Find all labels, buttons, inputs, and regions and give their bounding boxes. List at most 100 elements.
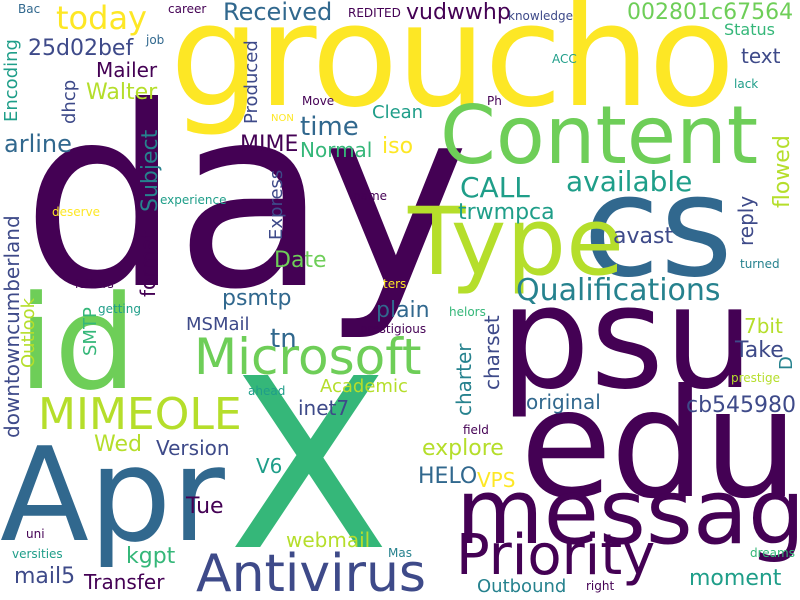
word-prestige: prestige <box>731 371 780 385</box>
word-flowed: flowed <box>770 135 795 208</box>
word-walter: Walter <box>86 80 158 105</box>
word-avast: avast <box>613 224 674 249</box>
word-vudwwhp: vudwwhp <box>406 0 511 25</box>
word-inet7: inet7 <box>298 396 350 420</box>
word-25d02bef: 25d02bef <box>28 36 134 61</box>
word-version: Version <box>156 436 230 460</box>
word-mas: Mas <box>388 546 412 560</box>
word-prestigious: prestigious <box>360 322 427 336</box>
word-qualifications: Qualifications <box>516 273 721 308</box>
word-apr: Apr <box>0 419 225 571</box>
word-iso: iso <box>382 134 414 159</box>
word-groucho: groucho <box>170 0 735 139</box>
word-helo: HELO <box>418 464 478 489</box>
word-v6: V6 <box>256 454 283 478</box>
word-non: NON <box>271 113 294 124</box>
word-dreams: dreams <box>750 546 795 560</box>
word-edu: edu <box>520 358 799 532</box>
word-mailer: Mailer <box>96 58 158 82</box>
word-cs: cs <box>583 146 733 309</box>
word-content: Content <box>440 89 759 182</box>
word-career: career <box>168 2 207 16</box>
word-express: Express <box>266 169 287 240</box>
word-7bit: 7bit <box>744 314 783 338</box>
word-redited: REDITED <box>348 6 401 20</box>
word-encoding: Encoding <box>1 39 22 122</box>
word-psmtp: psmtp <box>222 286 292 311</box>
word-smtp: SMTP <box>80 307 101 356</box>
word-outlook: Outlook <box>18 297 39 368</box>
word-antivirus: Antivirus <box>196 544 427 600</box>
word-moment: moment <box>689 566 782 591</box>
word-mail5: mail5 <box>14 564 76 589</box>
word-charset: charset <box>480 315 504 390</box>
word-webmail: webmail <box>286 528 371 552</box>
word-time: time <box>300 112 359 142</box>
word-tn: tn <box>270 324 297 354</box>
word-versities: versities <box>12 547 63 561</box>
word-right: right <box>586 579 615 593</box>
word-turned: turned <box>740 257 780 271</box>
word-available: available <box>566 165 693 198</box>
word-plain: plain <box>376 298 430 323</box>
word-dhcp: dhcp <box>59 79 80 124</box>
word-priority: Priority <box>456 523 656 588</box>
word-cb545980: cb545980 <box>686 393 797 418</box>
word-clean: Clean <box>372 102 424 123</box>
word-lack: lack <box>734 77 759 91</box>
word-002801c67564: 002801c67564 <box>627 0 794 25</box>
word-reply: reply <box>734 195 758 246</box>
word-type: Type <box>408 188 624 297</box>
word-message: message <box>456 460 800 565</box>
word-move: Move <box>302 94 335 108</box>
word-text: text <box>741 44 781 68</box>
word-psu: psu <box>500 256 755 421</box>
word-ahead: ahead <box>248 384 286 398</box>
word-helors: helors <box>449 305 486 319</box>
word-produced: Produced <box>241 40 262 124</box>
word-getting: getting <box>98 302 141 316</box>
word-field: field <box>463 423 489 437</box>
word-transfer: Transfer <box>84 570 165 594</box>
word-deserve: deserve <box>52 205 101 219</box>
word-uni: uni <box>26 527 45 541</box>
word-date: Date <box>274 248 327 273</box>
word-letters: letters <box>75 277 114 291</box>
word-tue: Tue <box>186 494 224 519</box>
word-day: day <box>22 53 470 344</box>
word-take: Take <box>735 338 784 363</box>
word-d: D <box>776 356 797 370</box>
word-wed: Wed <box>94 432 142 457</box>
word-kgpt: kgpt <box>126 544 176 569</box>
word-experience: experience <box>160 193 227 207</box>
word-charter: charter <box>452 343 476 416</box>
word-trwmpca: trwmpca <box>458 200 555 225</box>
word-microsoft: Microsoft <box>194 328 422 386</box>
word-normal: Normal <box>300 138 373 162</box>
word-bac: Bac <box>18 2 41 16</box>
word-academic: Academic <box>320 376 408 397</box>
word-original: original <box>526 390 601 414</box>
word-arline: arline <box>4 130 72 158</box>
word-msmail: MSMail <box>186 314 250 335</box>
word-call: CALL <box>460 171 530 204</box>
word-id: id <box>18 267 137 419</box>
word-subject: Subject <box>138 129 163 212</box>
word-ph: Ph <box>487 94 502 108</box>
word-name: name <box>353 189 388 203</box>
word-outbound: Outbound <box>477 576 567 597</box>
word-status: Status <box>724 20 775 39</box>
word-vps: VPS <box>477 468 516 492</box>
word-knowledge: knowledge <box>508 9 574 23</box>
word-acc: ACC <box>552 52 577 66</box>
word-x: X <box>228 328 390 600</box>
word-job: job <box>146 33 165 47</box>
word-received: Received <box>223 0 333 26</box>
word-today: today <box>56 0 147 37</box>
word-ters: ters <box>383 277 407 291</box>
word-explore: explore <box>422 436 504 461</box>
word-format: format <box>136 230 160 297</box>
word-mimeole: MIMEOLE <box>38 389 242 440</box>
word-mime: MIME <box>240 132 299 157</box>
